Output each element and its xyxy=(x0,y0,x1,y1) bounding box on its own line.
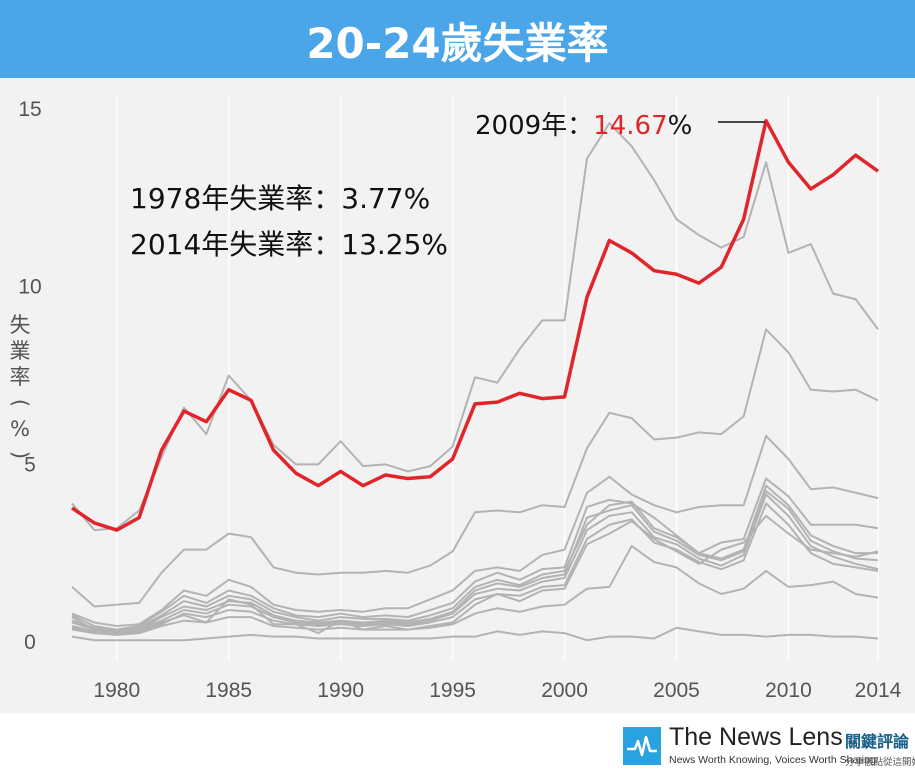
y-tick-label: 10 xyxy=(18,276,41,299)
x-tick-label: 2014 xyxy=(855,679,902,702)
x-tick-label: 1995 xyxy=(429,679,476,702)
series-line xyxy=(71,434,879,628)
title-banner: 20-24歲失業率 xyxy=(0,0,915,78)
y-axis-label-text: 失業率(%) xyxy=(8,313,32,460)
peak-annotation: 2009年：14.67% xyxy=(475,111,692,141)
series-line xyxy=(71,122,879,532)
footer xyxy=(0,713,915,780)
brand-tagline-chinese: 分享觀點從這開始 xyxy=(845,757,915,768)
series-line xyxy=(71,477,879,631)
x-tick-label: 1985 xyxy=(205,679,252,702)
series-line xyxy=(71,489,879,633)
brand-name-chinese: 關鍵評論 xyxy=(845,732,910,751)
series-line xyxy=(71,626,879,642)
x-tick-label: 1980 xyxy=(93,679,140,702)
line-chart: 1980 1985 1990 1995 2000 2005 2010 2014 0 5 10 15 20… xyxy=(18,95,902,702)
highlight-series-line xyxy=(71,118,880,532)
series-line xyxy=(71,493,879,633)
y-axis-label: 失業率(%) xyxy=(8,312,32,468)
x-tick-label: 2005 xyxy=(653,679,700,702)
x-tick-label: 2000 xyxy=(541,679,588,702)
y-tick-label: 0 xyxy=(24,631,36,654)
series-line xyxy=(71,545,879,636)
brand-name: The News Lens xyxy=(669,723,843,751)
annotation-2014: 2014年失業率：13.25% xyxy=(130,228,448,261)
y-tick-label: 15 xyxy=(18,98,41,121)
x-tick-label: 2010 xyxy=(765,679,812,702)
series-line xyxy=(71,502,879,635)
chart-title: 20-24歲失業率 xyxy=(306,19,609,68)
pulse-icon xyxy=(627,735,657,757)
y-tick-label: 5 xyxy=(24,453,36,476)
series-line xyxy=(71,328,879,608)
brand-tagline: News Worth Knowing, Voices Worth Sharing xyxy=(669,754,876,766)
news-lens-logo xyxy=(623,727,661,765)
annotation-1978: 1978年失業率：3.77% xyxy=(130,182,430,215)
x-tick-label: 1990 xyxy=(317,679,364,702)
